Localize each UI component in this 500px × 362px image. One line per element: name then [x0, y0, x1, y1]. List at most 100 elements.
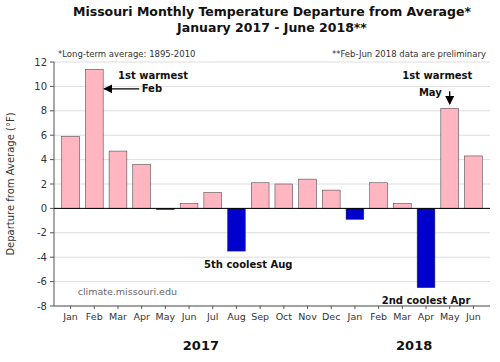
x-tick-label: Jan — [62, 311, 78, 322]
x-tick — [189, 306, 190, 309]
bar — [322, 190, 340, 208]
bar — [346, 208, 364, 219]
bar — [180, 204, 198, 209]
bar — [62, 136, 80, 208]
y-tick — [50, 135, 54, 136]
y-tick-label: 12 — [34, 57, 47, 68]
x-tick — [449, 306, 450, 309]
x-tick-label: Sep — [251, 311, 269, 322]
y-tick-label: 0 — [41, 203, 47, 214]
x-tick — [236, 306, 237, 309]
y-tick — [50, 184, 54, 185]
y-tick — [50, 281, 54, 282]
year-label: 2018 — [396, 338, 432, 353]
watermark: climate.missouri.edu — [78, 286, 177, 297]
y-tick — [50, 86, 54, 87]
x-tick-label: Feb — [370, 311, 387, 322]
y-tick-label: 4 — [41, 154, 47, 165]
annotation: 1st warmest — [402, 70, 472, 81]
y-tick — [50, 232, 54, 233]
y-tick — [50, 110, 54, 111]
bar — [417, 208, 435, 287]
x-tick — [307, 306, 308, 309]
x-tick — [283, 306, 284, 309]
y-tick — [50, 257, 54, 258]
chart-container: -8-6-4-2024681012JanFebMarAprMayJunJulAu… — [0, 0, 500, 362]
x-tick-label: May — [440, 311, 460, 322]
x-tick — [331, 306, 332, 309]
x-tick — [212, 306, 213, 309]
grid-line — [54, 62, 490, 63]
y-tick-label: 6 — [41, 130, 47, 141]
zero-line — [54, 208, 490, 209]
bars — [62, 69, 483, 287]
x-tick — [378, 306, 379, 309]
annotation: 5th coolest Aug — [204, 259, 292, 270]
x-tick — [165, 306, 166, 309]
bar — [109, 151, 127, 208]
annotation-arrow — [104, 88, 139, 89]
x-tick-label: Jun — [465, 311, 481, 322]
x-tick-label: Feb — [86, 311, 103, 322]
grid-line — [54, 135, 490, 136]
x-tick — [402, 306, 403, 309]
x-tick-label: Oct — [276, 311, 293, 322]
bar — [299, 179, 317, 208]
bar — [393, 204, 411, 209]
x-tick — [354, 306, 355, 309]
bar — [228, 208, 246, 251]
x-tick — [117, 306, 118, 309]
title: Missouri Monthly Temperature Departure f… — [73, 4, 471, 19]
x-tick-label: Mar — [393, 311, 411, 322]
x-tick-label: Nov — [298, 311, 317, 322]
x-tick — [473, 306, 474, 309]
x-tick — [94, 306, 95, 309]
note: *Long-term average: 1895-2010 — [58, 49, 195, 59]
bar — [465, 156, 483, 208]
y-tick — [50, 159, 54, 160]
bar — [85, 69, 103, 208]
grid-line — [54, 208, 490, 209]
y-tick — [50, 62, 54, 63]
grid-line — [54, 110, 490, 111]
x-tick-label: Jul — [206, 311, 218, 322]
x-tick — [426, 306, 427, 309]
annotation-arrow — [449, 91, 450, 104]
y-tick — [50, 208, 54, 209]
subtitle: January 2017 - June 2018** — [176, 20, 367, 35]
y-tick-label: -6 — [37, 276, 47, 287]
y-tick-label: -8 — [37, 301, 47, 312]
note: **Feb-Jun 2018 data are preliminary — [332, 49, 486, 59]
year-label: 2017 — [183, 338, 219, 353]
y-tick-label: 10 — [34, 81, 47, 92]
x-tick-label: Mar — [109, 311, 127, 322]
annotation: 1st warmest — [118, 70, 188, 81]
annotation: May — [419, 87, 442, 98]
bar — [133, 164, 151, 208]
bar — [251, 183, 269, 209]
bar — [204, 193, 222, 209]
x-tick — [260, 306, 261, 309]
bar — [370, 183, 388, 209]
annotation: Feb — [142, 83, 162, 94]
y-tick-label: -4 — [37, 252, 47, 263]
y-tick — [50, 306, 54, 307]
bar — [275, 184, 293, 208]
x-tick-label: Jan — [347, 311, 363, 322]
x-tick-label: Aug — [227, 311, 246, 322]
chart-svg: -8-6-4-2024681012JanFebMarAprMayJunJulAu… — [0, 0, 500, 362]
x-tick-label: May — [156, 311, 176, 322]
grid — [54, 62, 490, 306]
bar — [441, 108, 459, 208]
y-axis — [54, 62, 55, 306]
x-tick — [141, 306, 142, 309]
annotation: 2nd coolest Apr — [382, 295, 471, 306]
y-tick-label: -2 — [37, 227, 47, 238]
x-tick-label: Apr — [418, 311, 435, 322]
x-tick-label: Apr — [133, 311, 150, 322]
y-tick-label: 8 — [41, 105, 47, 116]
y-axis-label: Departure from Average (°F) — [5, 112, 16, 255]
x-tick — [70, 306, 71, 309]
x-tick-label: Jun — [181, 311, 197, 322]
x-tick-label: Dec — [322, 311, 340, 322]
